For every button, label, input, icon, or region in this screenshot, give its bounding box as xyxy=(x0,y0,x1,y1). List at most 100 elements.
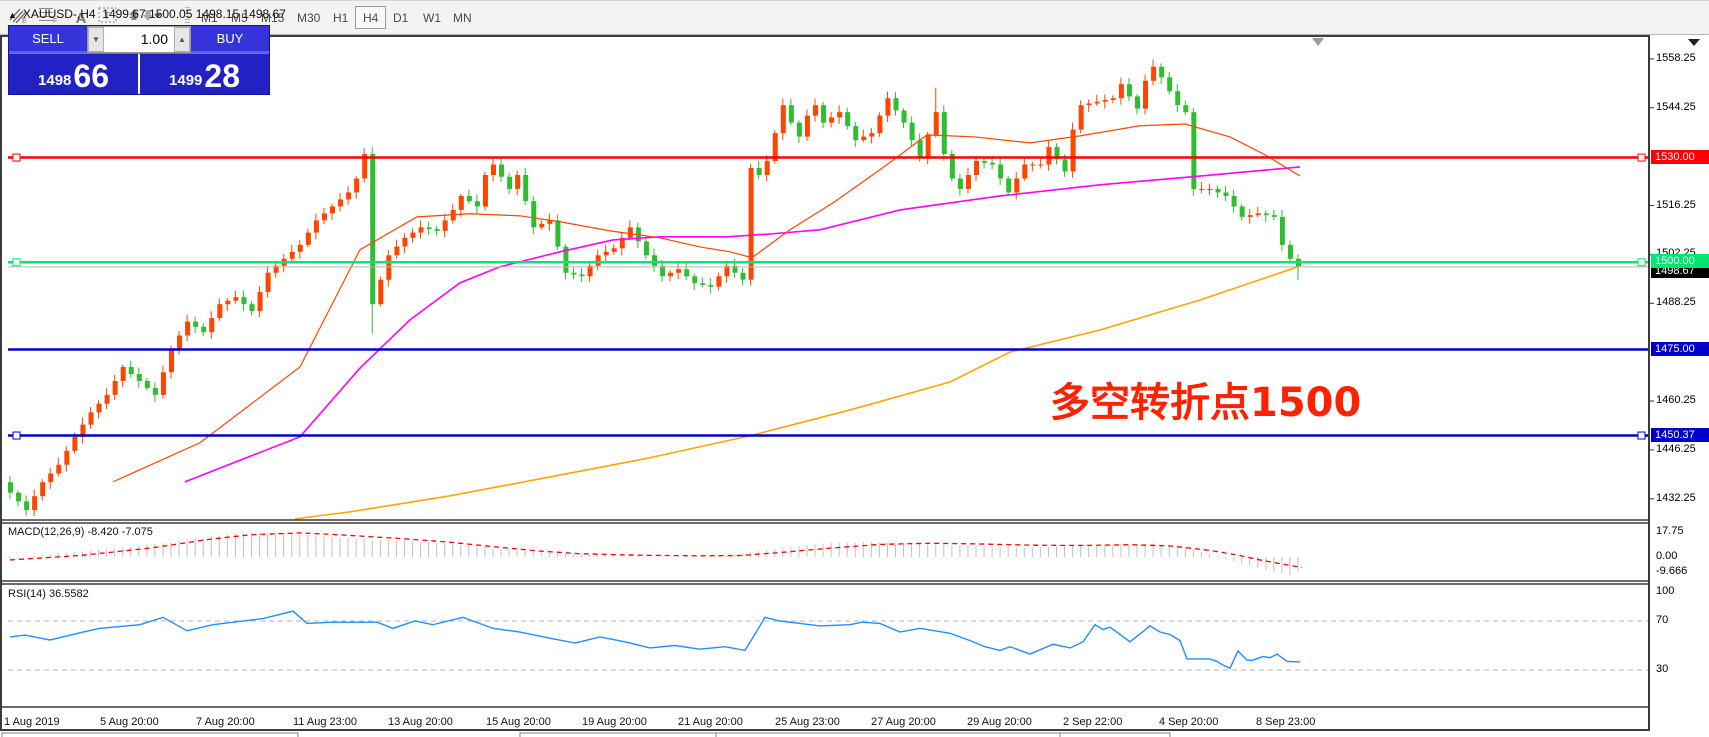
candle-body xyxy=(1167,77,1173,92)
ohlc-close: 1498.67 xyxy=(242,7,286,21)
timeframe-button-m5[interactable]: M5 xyxy=(231,11,248,25)
bottom-window-edge[interactable] xyxy=(1,732,299,737)
ma-mid-line xyxy=(184,166,1301,483)
price-tick-label: 1544.25 xyxy=(1656,100,1696,113)
date-label: 27 Aug 20:00 xyxy=(871,716,936,728)
candle-body xyxy=(136,373,142,381)
timeframe-button-w1[interactable]: W1 xyxy=(423,11,441,25)
candle-body xyxy=(458,195,464,210)
text-label-icon[interactable]: T xyxy=(98,6,124,30)
bottom-window-edge[interactable] xyxy=(519,732,1171,737)
ohlc-open: 1499.67 xyxy=(102,7,146,21)
candle-body xyxy=(1094,101,1100,104)
date-label: 13 Aug 20:00 xyxy=(388,716,453,728)
price-tick-label: 1558.25 xyxy=(1656,51,1696,64)
price-tick-label: 1446.25 xyxy=(1656,442,1696,455)
buy-price[interactable]: 1499 28 xyxy=(138,54,269,94)
symbol-header: ▲ XAUUSD-,H4 1499.67 1500.05 1498.15 1498… xyxy=(8,7,286,21)
sell-price-small: 1498 xyxy=(38,72,72,89)
chart-shift-marker-icon[interactable] xyxy=(1312,38,1324,46)
hline-handle[interactable] xyxy=(12,258,21,267)
candle-body xyxy=(193,321,199,327)
candle-body xyxy=(700,283,706,285)
candle-body xyxy=(1006,178,1012,193)
macd-axis-label: -9.666 xyxy=(1656,565,1688,577)
buy-button[interactable]: BUY xyxy=(191,26,269,53)
timeframe-button-m30[interactable]: M30 xyxy=(297,11,321,25)
timeframe-button-mn[interactable]: MN xyxy=(453,11,472,25)
candle-body xyxy=(845,112,851,127)
timeframe-button-m1[interactable]: M1 xyxy=(201,11,218,25)
timeframe-button-h1[interactable]: H1 xyxy=(333,11,349,25)
axis-menu-icon[interactable] xyxy=(1688,39,1700,46)
toolbar-separator xyxy=(185,7,190,29)
candle-body xyxy=(595,255,601,266)
candle-body xyxy=(957,178,963,189)
timeframe-button-d1[interactable]: D1 xyxy=(393,11,409,25)
candle-body xyxy=(925,134,931,158)
ma-fast-line xyxy=(112,123,1301,483)
price-tick-label: 1516.25 xyxy=(1656,198,1696,211)
date-label: 4 Sep 20:00 xyxy=(1159,716,1219,728)
candle-body xyxy=(643,241,649,256)
volume-input[interactable]: 1.00 xyxy=(140,31,168,47)
candle-body xyxy=(1263,213,1269,216)
symbol-label: XAUUSD-,H4 xyxy=(22,7,96,21)
candle-body xyxy=(40,482,46,497)
candle-body xyxy=(877,115,883,134)
collapse-trade-panel-icon[interactable]: ▲ xyxy=(8,10,17,20)
candle-body xyxy=(941,112,947,155)
candle-body xyxy=(804,115,810,137)
candle-body xyxy=(313,220,319,233)
volume-down-icon[interactable]: ▼ xyxy=(88,27,104,52)
candle-body xyxy=(233,297,239,301)
date-label: 15 Aug 20:00 xyxy=(486,716,551,728)
macd-header: MACD(12,26,9) -8.420 -7.075 xyxy=(8,526,153,538)
macd-axis-label: 0.00 xyxy=(1656,550,1678,562)
hline-handle[interactable] xyxy=(12,153,21,162)
hline-handle[interactable] xyxy=(12,431,21,440)
candle-body xyxy=(1062,159,1068,172)
date-label: 2 Sep 22:00 xyxy=(1063,716,1123,728)
candle-body xyxy=(861,136,867,141)
crosshair-lines-icon[interactable]: E xyxy=(8,6,34,30)
timeframe-button-m15[interactable]: M15 xyxy=(261,11,285,25)
candle-body xyxy=(869,133,875,137)
candle-body xyxy=(160,372,166,395)
ohlc-low: 1498.15 xyxy=(195,7,240,21)
candle-body xyxy=(474,201,480,207)
candle-body xyxy=(273,265,279,273)
arrows-dropdown-icon[interactable] xyxy=(128,6,168,30)
hline-price-label: 1475.00 xyxy=(1651,341,1709,356)
fibonacci-icon[interactable]: F xyxy=(38,6,64,30)
candle-body xyxy=(949,154,955,179)
candle-body xyxy=(740,272,746,280)
sell-price[interactable]: 1498 66 xyxy=(9,54,138,94)
candle-body xyxy=(48,473,54,483)
candle-body xyxy=(652,255,657,266)
hline-handle[interactable] xyxy=(1637,258,1646,267)
candle-body xyxy=(128,367,134,374)
svg-text:F: F xyxy=(53,18,57,24)
candle-body xyxy=(539,223,545,228)
text-icon[interactable]: A xyxy=(75,9,87,27)
candle-body xyxy=(515,174,521,189)
volume-up-icon[interactable]: ▲ xyxy=(174,27,190,52)
timeframe-button-h4[interactable]: H4 xyxy=(355,6,387,29)
hline-handle[interactable] xyxy=(1637,431,1646,440)
candle-body xyxy=(434,229,440,231)
candle-body xyxy=(563,246,569,273)
candle-body xyxy=(780,105,786,134)
sell-button[interactable]: SELL xyxy=(9,26,87,53)
candle-body xyxy=(88,412,94,425)
hline-price-label: 1450.37 xyxy=(1651,427,1709,442)
candle-body xyxy=(982,161,988,163)
candle-body xyxy=(684,269,690,277)
candle-body xyxy=(96,403,102,413)
rsi-header: RSI(14) 36.5582 xyxy=(8,588,89,600)
hline-handle[interactable] xyxy=(1637,153,1646,162)
candle-body xyxy=(265,272,271,292)
date-label: 1 Aug 2019 xyxy=(4,716,60,728)
buy-price-small: 1499 xyxy=(169,72,203,89)
